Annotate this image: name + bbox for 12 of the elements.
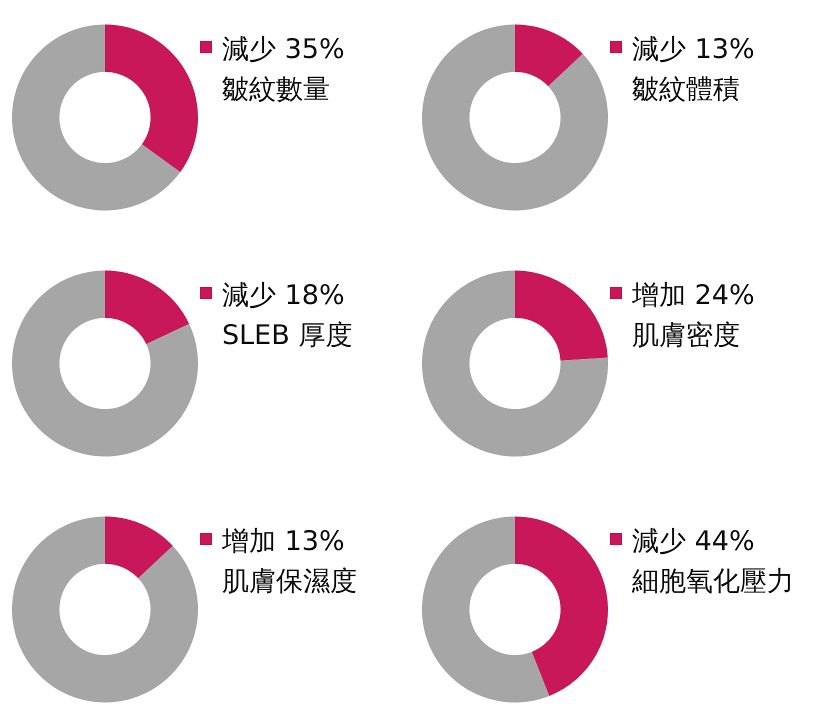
legend-label: 減少 13% xyxy=(632,34,755,65)
legend-label: 減少 18% xyxy=(222,280,345,311)
text: 細胞氧化壓力 xyxy=(632,565,794,599)
legend-label: 減少 44% xyxy=(632,526,755,557)
legend-label: 減少 35% xyxy=(222,34,345,65)
text: 肌膚密度 xyxy=(632,319,741,353)
text: SLEB 厚度 xyxy=(222,319,352,353)
legend-label: 增加 24% xyxy=(632,280,755,311)
text: 肌膚保濕度 xyxy=(222,565,357,599)
text: 皺紋數量 xyxy=(222,73,331,107)
legend-label: 增加 13% xyxy=(222,526,345,557)
text: 皺紋體積 xyxy=(632,73,741,107)
